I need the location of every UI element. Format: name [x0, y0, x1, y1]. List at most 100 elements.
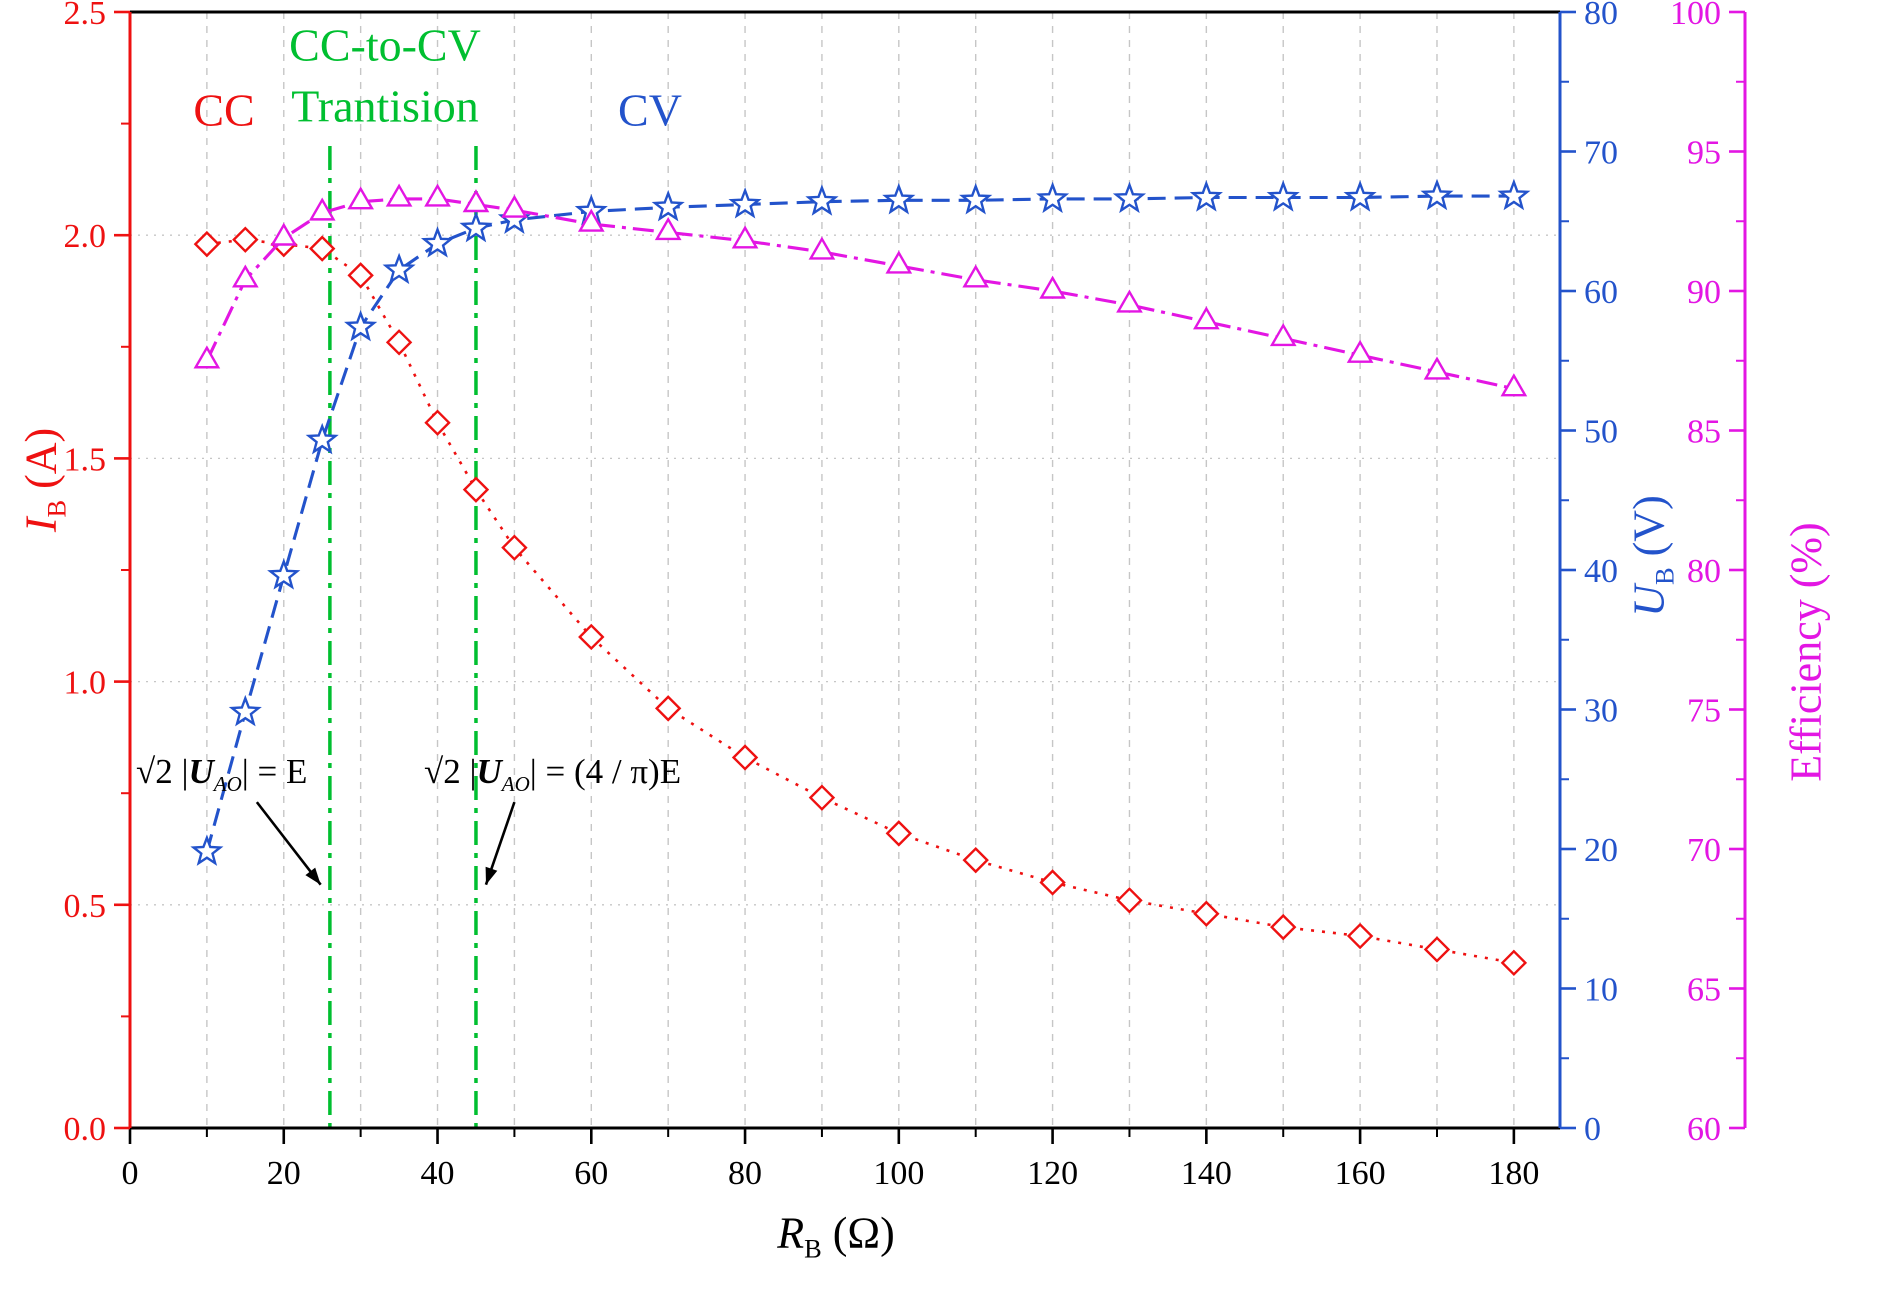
triangle-marker-Efficiency	[1193, 306, 1220, 330]
triangle-marker-Efficiency	[1269, 323, 1297, 347]
diamond-marker-IB	[385, 329, 413, 356]
triangle-marker-Efficiency	[1039, 275, 1066, 299]
x-tick-label: 140	[1181, 1155, 1232, 1192]
voltage-tick-label: 50	[1584, 414, 1618, 451]
diamond-marker-IB	[654, 695, 682, 722]
diamond-marker-IB	[232, 226, 259, 253]
star-marker-UB	[382, 252, 416, 285]
voltage-tick-label: 30	[1584, 693, 1618, 730]
current-tick-label: 1.5	[64, 441, 107, 478]
triangle-marker-Efficiency	[308, 197, 336, 221]
diamond-marker-IB	[1346, 922, 1374, 950]
current-tick-label: 2.0	[64, 218, 107, 255]
efficiency-tick-label: 100	[1670, 0, 1721, 32]
x-tick-label: 160	[1335, 1155, 1386, 1192]
triangle-marker-Efficiency	[270, 222, 298, 246]
star-marker-UB	[267, 558, 301, 590]
x-tick-label: 0	[122, 1155, 139, 1192]
star-marker-UB	[651, 189, 685, 222]
star-marker-UB	[459, 210, 493, 243]
efficiency-tick-label: 75	[1687, 693, 1721, 730]
triangle-marker-Efficiency	[193, 345, 221, 369]
voltage-tick-label: 10	[1584, 972, 1618, 1009]
triangle-marker-Efficiency	[1423, 356, 1451, 380]
star-marker-UB	[882, 182, 916, 215]
current-tick-label: 0.0	[64, 1111, 107, 1148]
triangle-marker-Efficiency	[731, 225, 759, 249]
triangle-marker-Efficiency	[962, 264, 990, 288]
efficiency-tick-label: 80	[1687, 553, 1721, 590]
star-marker-UB	[1266, 180, 1300, 212]
diamond-marker-IB	[962, 846, 989, 874]
diamond-marker-IB	[885, 820, 913, 847]
diamond-marker-IB	[808, 784, 836, 811]
star-marker-UB	[305, 422, 339, 455]
star-marker-UB	[1189, 180, 1223, 212]
current-tick-label: 2.5	[64, 0, 107, 32]
efficiency-tick-label: 85	[1687, 414, 1721, 451]
efficiency-tick-label: 65	[1687, 972, 1721, 1009]
triangle-marker-Efficiency	[808, 236, 836, 260]
triangle-marker-Efficiency	[231, 264, 259, 288]
diamond-marker-IB	[309, 235, 336, 262]
triangle-marker-Efficiency	[885, 250, 913, 274]
star-marker-UB	[728, 187, 762, 219]
diamond-marker-IB	[1116, 887, 1143, 914]
diamond-marker-IB	[193, 230, 221, 258]
star-marker-UB	[1036, 181, 1070, 214]
triangle-marker-Efficiency	[1500, 373, 1528, 397]
diamond-marker-IB	[501, 534, 528, 561]
voltage-tick-label: 20	[1584, 832, 1618, 869]
triangle-marker-Efficiency	[1346, 339, 1374, 363]
star-marker-UB	[1343, 180, 1377, 212]
triangle-marker-Efficiency	[1116, 289, 1143, 313]
star-marker-UB	[959, 182, 993, 215]
star-marker-UB	[228, 694, 262, 727]
star-marker-UB	[420, 226, 455, 258]
diamond-marker-IB	[1423, 936, 1451, 963]
voltage-tick-label: 70	[1584, 135, 1618, 172]
star-marker-UB	[190, 834, 224, 866]
x-tick-label: 80	[728, 1155, 762, 1192]
star-marker-UB	[1420, 178, 1454, 211]
triangle-marker-Efficiency	[577, 208, 605, 232]
annotation-arrow-shaft	[255, 801, 322, 886]
x-tick-label: 180	[1488, 1155, 1539, 1192]
x-tick-label: 120	[1027, 1155, 1078, 1192]
triangle-marker-Efficiency	[501, 194, 528, 218]
diamond-marker-IB	[1270, 913, 1297, 941]
efficiency-tick-label: 60	[1687, 1111, 1721, 1148]
series-line-UB	[205, 194, 1514, 853]
triangle-marker-Efficiency	[462, 189, 490, 213]
star-marker-UB	[1112, 181, 1147, 214]
voltage-tick-label: 0	[1584, 1111, 1601, 1148]
diamond-marker-IB	[462, 476, 490, 503]
star-marker-UB	[805, 184, 839, 216]
diamond-marker-IB	[731, 744, 759, 771]
star-marker-UB	[1497, 178, 1531, 211]
annotation-arrowhead	[305, 867, 321, 885]
diamond-marker-IB	[347, 262, 374, 289]
star-marker-UB	[344, 309, 378, 342]
efficiency-tick-label: 90	[1687, 274, 1721, 311]
voltage-tick-label: 80	[1584, 0, 1618, 32]
diamond-marker-IB	[424, 409, 451, 436]
diamond-marker-IB	[1193, 900, 1220, 927]
annotation-arrowhead	[485, 866, 498, 885]
triangle-marker-Efficiency	[347, 186, 374, 210]
x-tick-label: 60	[574, 1155, 608, 1192]
efficiency-tick-label: 95	[1687, 135, 1721, 172]
current-tick-label: 0.5	[64, 888, 107, 925]
voltage-tick-label: 60	[1584, 274, 1618, 311]
triangle-marker-Efficiency	[424, 183, 451, 207]
x-tick-label: 100	[873, 1155, 924, 1192]
diamond-marker-IB	[1039, 869, 1066, 896]
triangle-marker-Efficiency	[385, 183, 413, 207]
triangle-marker-Efficiency	[654, 217, 682, 241]
voltage-tick-label: 40	[1584, 553, 1618, 590]
x-tick-label: 20	[267, 1155, 301, 1192]
x-tick-label: 40	[421, 1155, 455, 1192]
diamond-marker-IB	[1500, 949, 1528, 977]
